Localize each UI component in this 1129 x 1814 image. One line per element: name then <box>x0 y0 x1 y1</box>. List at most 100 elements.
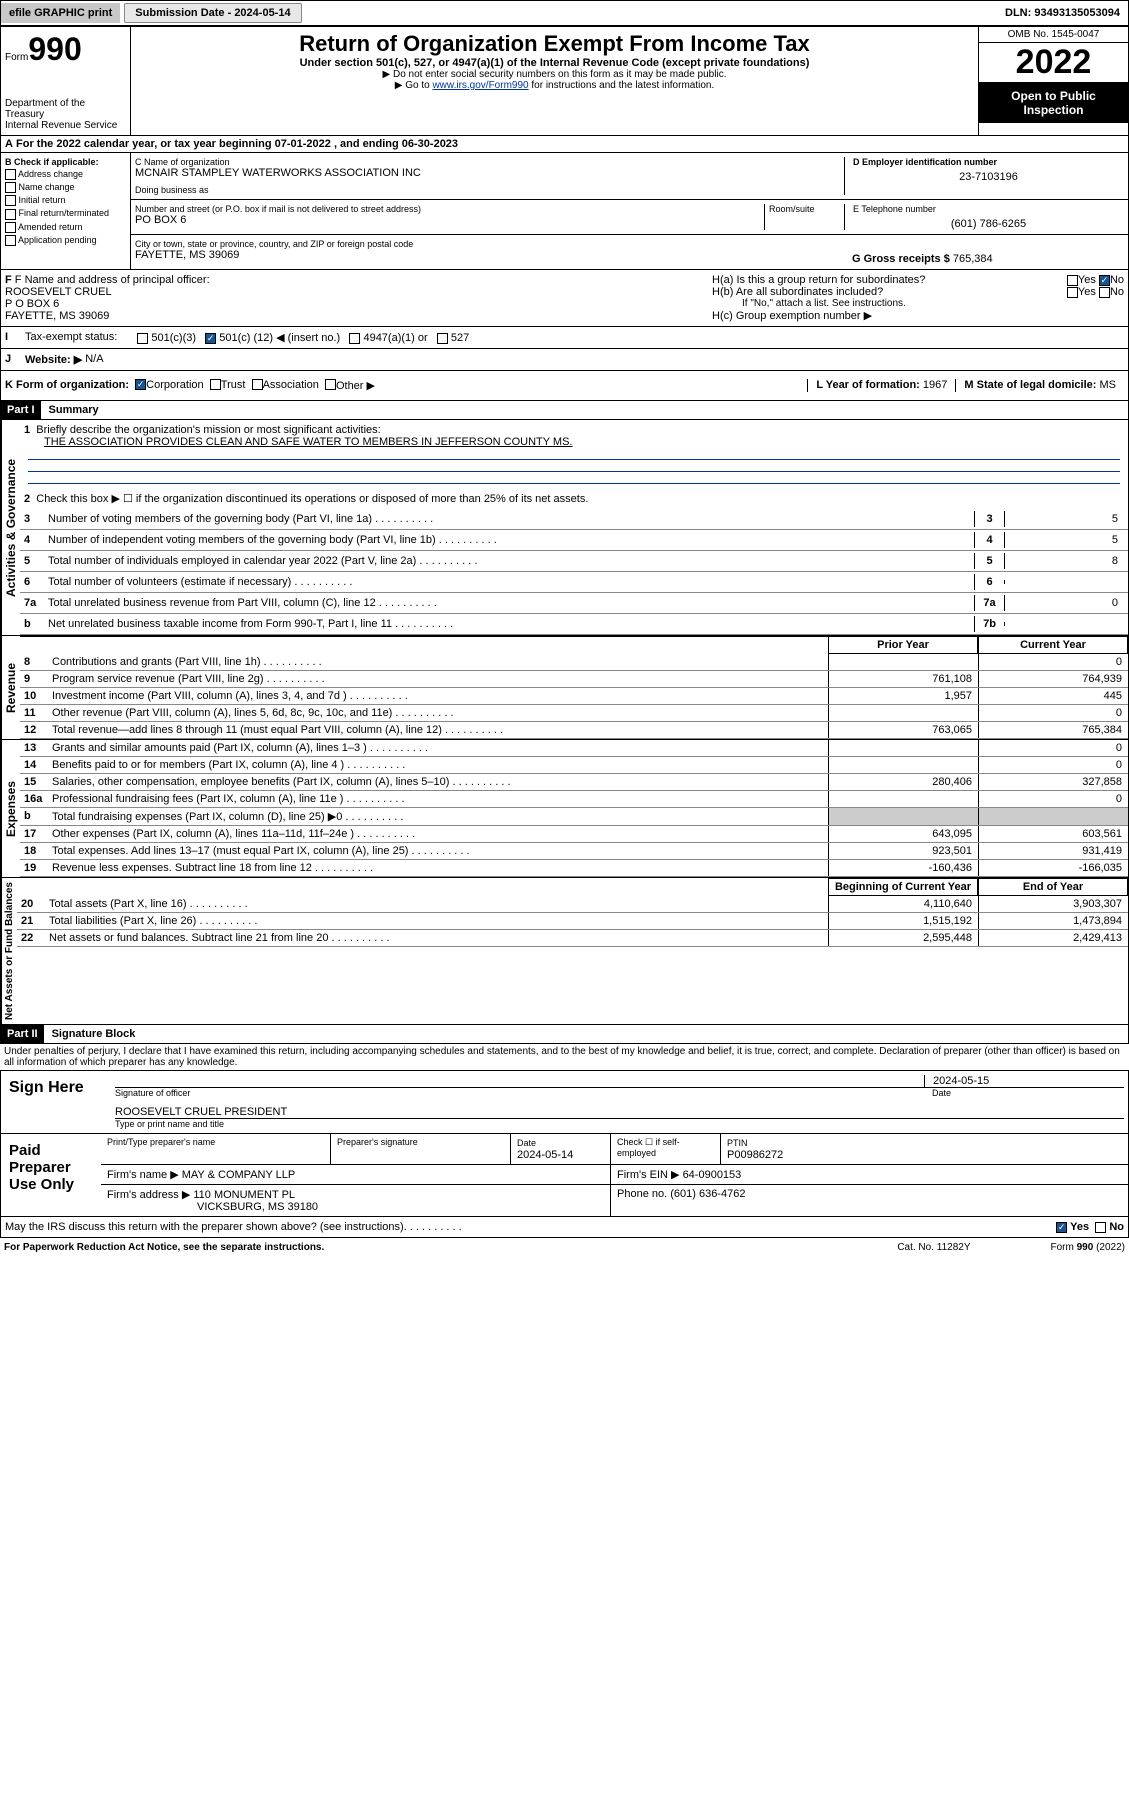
chk-4947[interactable] <box>349 333 360 344</box>
c-label: C Name of organization <box>135 157 844 167</box>
d-label: D Employer identification number <box>853 157 1124 167</box>
summary-line: 3Number of voting members of the governi… <box>20 509 1128 530</box>
signature-block: Sign Here 2024-05-15 Signature of office… <box>0 1070 1129 1217</box>
summary-line: 7aTotal unrelated business revenue from … <box>20 593 1128 614</box>
address: PO BOX 6 <box>135 214 764 226</box>
vert-netassets: Net Assets or Fund Balances <box>1 878 17 1024</box>
row-k: K Form of organization: Corporation Trus… <box>0 371 1129 401</box>
chk-assoc[interactable] <box>252 379 263 390</box>
dba-label: Doing business as <box>135 185 844 195</box>
form-number: 990 <box>28 31 81 67</box>
phone-value: (601) 786-6265 <box>853 218 1124 230</box>
room-label: Room/suite <box>764 204 844 230</box>
ptin-value: P00986272 <box>727 1149 783 1161</box>
chk-amended[interactable]: Amended return <box>5 222 126 233</box>
officer-addr1: P O BOX 6 <box>5 298 704 310</box>
form-header: Form990 Department of the Treasury Inter… <box>0 26 1129 136</box>
chk-corp[interactable] <box>135 379 146 390</box>
mission-text: THE ASSOCIATION PROVIDES CLEAN AND SAFE … <box>24 436 1124 448</box>
chk-501c3[interactable] <box>137 333 148 344</box>
chk-527[interactable] <box>437 333 448 344</box>
footer-cat: Cat. No. 11282Y <box>897 1242 970 1253</box>
irs-link[interactable]: www.irs.gov/Form990 <box>432 80 528 91</box>
section-f: F F Name and address of principal office… <box>1 270 708 326</box>
sig-date: 2024-05-15 <box>924 1075 1124 1087</box>
chk-name[interactable]: Name change <box>5 182 126 193</box>
irs-label: Internal Revenue Service <box>5 120 126 131</box>
org-name: MCNAIR STAMPLEY WATERWORKS ASSOCIATION I… <box>135 167 844 179</box>
e-label: E Telephone number <box>853 204 1124 214</box>
financial-line: 19Revenue less expenses. Subtract line 1… <box>20 860 1128 877</box>
submission-date-button[interactable]: Submission Date - 2024-05-14 <box>124 3 301 23</box>
chk-501c[interactable] <box>205 333 216 344</box>
row-fh: F F Name and address of principal office… <box>0 270 1129 327</box>
line1-label: Briefly describe the organization's miss… <box>36 424 380 436</box>
note-ssn: ▶ Do not enter social security numbers o… <box>135 69 974 80</box>
addr-label: Number and street (or P.O. box if mail i… <box>135 204 764 214</box>
chk-pending[interactable]: Application pending <box>5 235 126 246</box>
col-end: End of Year <box>978 878 1128 896</box>
footer-left: For Paperwork Reduction Act Notice, see … <box>4 1242 324 1253</box>
gross-receipts: 765,384 <box>953 253 993 265</box>
financial-line: 9Program service revenue (Part VIII, lin… <box>20 671 1128 688</box>
website-label: Website: ▶ <box>25 353 82 366</box>
chk-trust[interactable] <box>210 379 221 390</box>
state-domicile: MS <box>1100 379 1117 391</box>
financial-line: 11Other revenue (Part VIII, column (A), … <box>20 705 1128 722</box>
ein-value: 23-7103196 <box>853 171 1124 183</box>
financial-line: bTotal fundraising expenses (Part IX, co… <box>20 808 1128 826</box>
part2-title: Signature Block <box>44 1028 136 1040</box>
note-link: ▶ Go to www.irs.gov/Form990 for instruct… <box>135 80 974 91</box>
chk-initial[interactable]: Initial return <box>5 195 126 206</box>
year-formation: 1967 <box>923 379 947 391</box>
tax-exempt-label: Tax-exempt status: <box>25 331 117 344</box>
financial-line: 10Investment income (Part VIII, column (… <box>20 688 1128 705</box>
chk-discuss-no[interactable] <box>1095 1222 1106 1233</box>
col-b: B Check if applicable: Address change Na… <box>1 153 131 269</box>
vert-revenue: Revenue <box>1 636 20 739</box>
firm-ein: 64-0900153 <box>683 1169 742 1181</box>
chk-discuss-yes[interactable] <box>1056 1222 1067 1233</box>
line2-text: Check this box ▶ ☐ if the organization d… <box>36 493 588 505</box>
financial-line: 15Salaries, other compensation, employee… <box>20 774 1128 791</box>
chk-final[interactable]: Final return/terminated <box>5 208 126 219</box>
header-right: OMB No. 1545-0047 2022 Open to Public In… <box>978 27 1128 135</box>
firm-phone: (601) 636-4762 <box>670 1188 745 1200</box>
chk-address[interactable]: Address change <box>5 169 126 180</box>
g-label: G Gross receipts $ <box>852 253 950 265</box>
financial-line: 14Benefits paid to or for members (Part … <box>20 757 1128 774</box>
top-bar: efile GRAPHIC print Submission Date - 20… <box>0 0 1129 26</box>
row-j: J Website: ▶ N/A <box>0 349 1129 371</box>
summary-line: 5Total number of individuals employed in… <box>20 551 1128 572</box>
form-title: Return of Organization Exempt From Incom… <box>135 31 974 57</box>
efile-label: efile GRAPHIC print <box>1 3 120 23</box>
financial-line: 17Other expenses (Part IX, column (A), l… <box>20 826 1128 843</box>
chk-other[interactable] <box>325 379 336 390</box>
dln-label: DLN: 93493135053094 <box>997 3 1128 23</box>
section-a: B Check if applicable: Address change Na… <box>0 153 1129 270</box>
city-label: City or town, state or province, country… <box>135 239 844 249</box>
dept-label: Department of the Treasury <box>5 98 126 120</box>
website-value: N/A <box>85 353 103 366</box>
part2-header: Part II <box>1 1025 44 1043</box>
sign-here-label: Sign Here <box>1 1071 101 1133</box>
summary-line: bNet unrelated business taxable income f… <box>20 614 1128 635</box>
officer-addr2: FAYETTE, MS 39069 <box>5 310 704 322</box>
form-label: Form <box>5 52 28 63</box>
financial-line: 21Total liabilities (Part X, line 26)1,5… <box>17 913 1128 930</box>
paid-preparer-label: Paid Preparer Use Only <box>1 1134 101 1216</box>
summary-line: 6Total number of volunteers (estimate if… <box>20 572 1128 593</box>
officer-name: ROOSEVELT CRUEL <box>5 286 704 298</box>
footer: For Paperwork Reduction Act Notice, see … <box>0 1238 1129 1257</box>
open-inspection: Open to Public Inspection <box>979 83 1128 123</box>
footer-form: Form 990 (2022) <box>1051 1242 1125 1253</box>
financial-line: 22Net assets or fund balances. Subtract … <box>17 930 1128 947</box>
vert-activities: Activities & Governance <box>1 420 20 635</box>
vert-expenses: Expenses <box>1 740 20 877</box>
part1-header: Part I <box>1 401 41 419</box>
header-left: Form990 Department of the Treasury Inter… <box>1 27 131 135</box>
section-h: H(a) Is this a group return for subordin… <box>708 270 1128 326</box>
b-label: B Check if applicable: <box>5 157 99 167</box>
city-value: FAYETTE, MS 39069 <box>135 249 844 261</box>
officer-name-title: ROOSEVELT CRUEL PRESIDENT <box>115 1106 1124 1119</box>
